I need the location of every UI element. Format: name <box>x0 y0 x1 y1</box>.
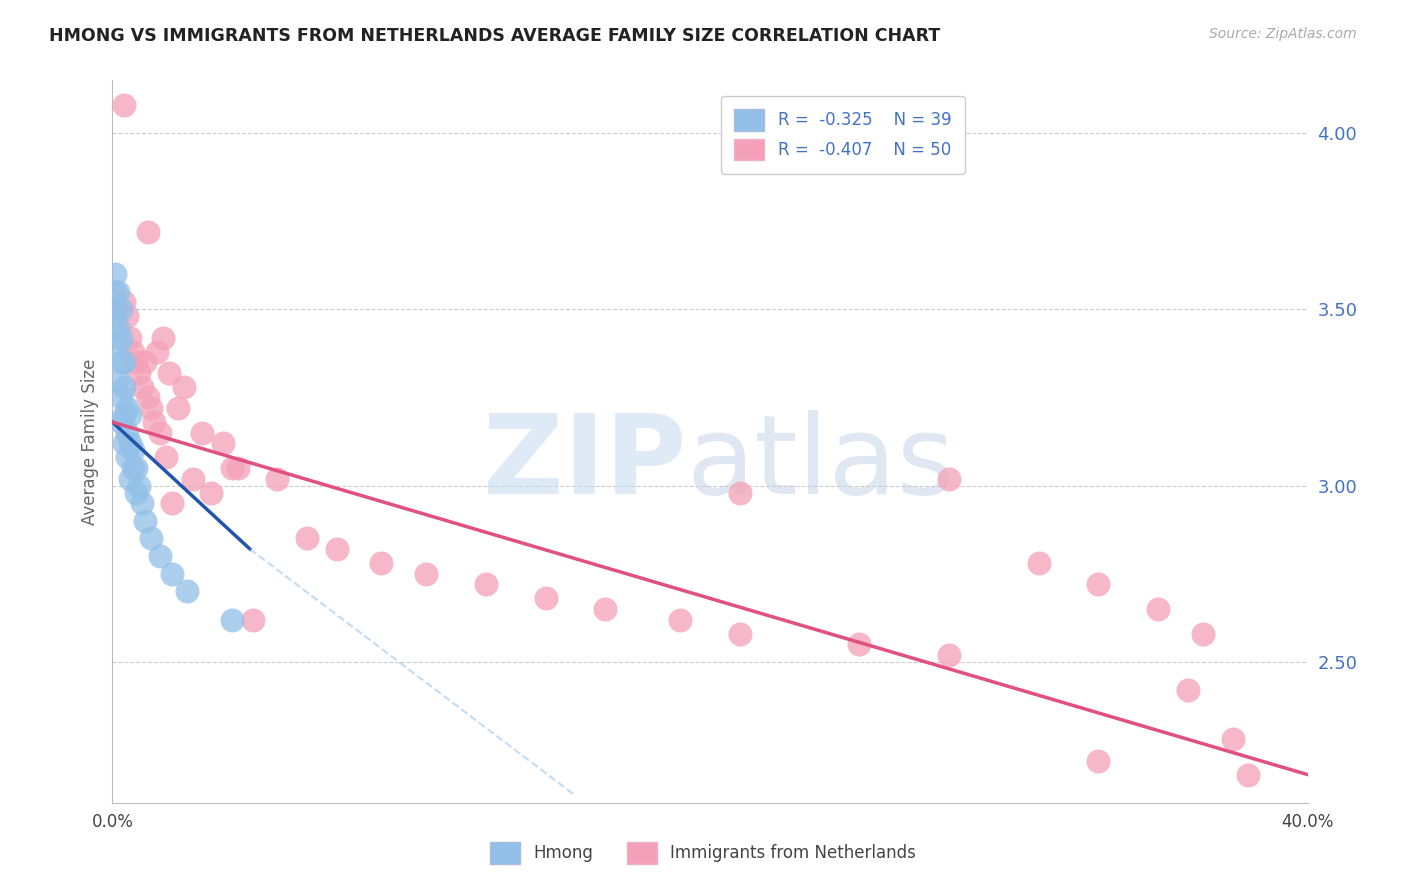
Point <box>114 436 135 450</box>
Y-axis label: Average Family Size: Average Family Size <box>80 359 98 524</box>
Point <box>475 577 498 591</box>
Point <box>1237 767 1260 781</box>
Text: HMONG VS IMMIGRANTS FROM NETHERLANDS AVERAGE FAMILY SIZE CORRELATION CHART: HMONG VS IMMIGRANTS FROM NETHERLANDS AVE… <box>49 27 941 45</box>
Point <box>110 302 132 317</box>
Point <box>728 485 751 500</box>
Point <box>138 225 160 239</box>
Point <box>149 425 172 440</box>
Point <box>669 613 692 627</box>
Point <box>131 496 153 510</box>
Point <box>114 355 135 369</box>
Point <box>125 485 148 500</box>
Point <box>152 330 174 344</box>
Text: Source: ZipAtlas.com: Source: ZipAtlas.com <box>1209 27 1357 41</box>
Point <box>134 355 156 369</box>
Point <box>370 556 392 570</box>
Point <box>117 310 139 324</box>
Point <box>104 285 127 299</box>
Point <box>114 295 135 310</box>
Point <box>114 98 135 112</box>
Point <box>295 532 318 546</box>
Point <box>938 648 960 662</box>
Point <box>181 471 204 485</box>
Legend: R =  -0.325    N = 39, R =  -0.407    N = 50: R = -0.325 N = 39, R = -0.407 N = 50 <box>721 95 965 174</box>
Point <box>534 591 557 606</box>
Point <box>728 626 751 640</box>
Point <box>122 443 145 458</box>
Point <box>1087 577 1109 591</box>
Point <box>176 584 198 599</box>
Point <box>938 471 960 485</box>
Point <box>110 355 132 369</box>
Point <box>120 408 142 422</box>
Point <box>141 401 163 415</box>
Point <box>143 415 166 429</box>
Point <box>173 380 195 394</box>
Point <box>122 461 145 475</box>
Point <box>104 267 127 281</box>
Point <box>104 310 127 324</box>
Point <box>117 450 139 465</box>
Point <box>226 461 249 475</box>
Point <box>138 391 160 405</box>
Point <box>125 355 148 369</box>
Point <box>266 471 288 485</box>
Point <box>595 602 617 616</box>
Point <box>212 436 235 450</box>
Text: atlas: atlas <box>686 409 955 516</box>
Point <box>110 330 132 344</box>
Point <box>162 566 183 581</box>
Point <box>1222 732 1244 747</box>
Point <box>325 542 347 557</box>
Point <box>117 425 139 440</box>
Point <box>167 401 190 415</box>
Point <box>120 436 142 450</box>
Point <box>110 415 132 429</box>
Point <box>120 471 142 485</box>
Text: ZIP: ZIP <box>482 409 686 516</box>
Point <box>131 380 153 394</box>
Point <box>848 637 870 651</box>
Point <box>107 373 129 387</box>
Point <box>146 344 169 359</box>
Point <box>157 366 180 380</box>
Point <box>1028 556 1050 570</box>
Point <box>149 549 172 563</box>
Point <box>155 450 177 465</box>
Point <box>107 320 129 334</box>
Point <box>221 461 243 475</box>
Point <box>125 461 148 475</box>
Point <box>1177 683 1199 698</box>
Point <box>200 485 222 500</box>
Point <box>1147 602 1170 616</box>
Point <box>120 330 142 344</box>
Point <box>107 337 129 351</box>
Point <box>242 613 264 627</box>
Point <box>191 425 214 440</box>
Point <box>141 532 163 546</box>
Point <box>114 380 135 394</box>
Point <box>122 344 145 359</box>
Point <box>221 613 243 627</box>
Legend: Hmong, Immigrants from Netherlands: Hmong, Immigrants from Netherlands <box>484 836 922 871</box>
Point <box>117 401 139 415</box>
Point <box>128 478 150 492</box>
Point <box>114 408 135 422</box>
Point <box>1087 754 1109 768</box>
Point <box>128 366 150 380</box>
Point <box>162 496 183 510</box>
Point <box>104 302 127 317</box>
Point <box>415 566 437 581</box>
Point <box>134 514 156 528</box>
Point <box>1192 626 1215 640</box>
Point <box>110 391 132 405</box>
Point <box>107 285 129 299</box>
